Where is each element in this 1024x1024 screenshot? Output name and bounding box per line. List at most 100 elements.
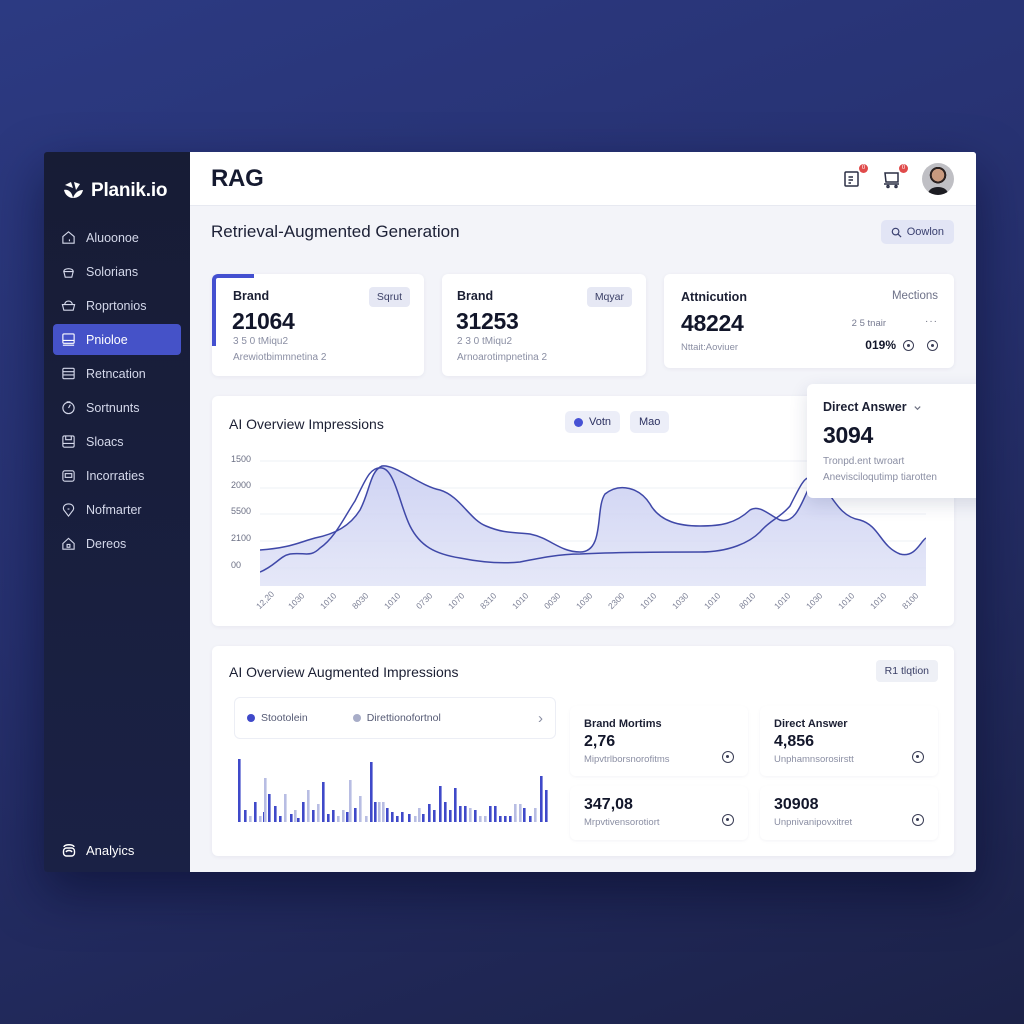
- notifications-button[interactable]: 0: [842, 163, 868, 189]
- info-circle-icon[interactable]: [722, 814, 734, 826]
- analytics-label: Analyics: [86, 842, 135, 858]
- legend-dot-icon: [247, 714, 255, 722]
- sidebar-item-label: Solorians: [86, 264, 139, 279]
- attribution-pct-value: 019%: [865, 338, 896, 352]
- mini-card-sub: Mrpvtivensorotiort: [584, 817, 660, 828]
- x-tick: 0030: [542, 590, 563, 612]
- x-tick: 1030: [286, 590, 307, 612]
- sidebar-item-label: Retncation: [86, 366, 146, 381]
- search-button[interactable]: Oowlon: [880, 220, 954, 244]
- x-tick: 1010: [702, 590, 723, 612]
- x-tick: 1010: [318, 590, 339, 612]
- stat-value: 31253: [456, 308, 519, 334]
- line-chart-title: AI Overview Impressions: [229, 416, 384, 432]
- y-tick: 2000: [231, 480, 252, 490]
- x-tick: 1010: [836, 590, 857, 612]
- chevron-right-icon[interactable]: ›: [538, 709, 543, 727]
- notification-badge: 0: [859, 163, 868, 173]
- mini-card-value: 30908: [774, 796, 819, 813]
- attribution-label: Attnicution: [681, 290, 747, 304]
- area-chart-plot: [260, 460, 926, 586]
- info-circle-icon[interactable]: [903, 339, 914, 351]
- user-avatar[interactable]: [922, 162, 954, 195]
- legend-item-1[interactable]: Stootolein: [247, 712, 308, 724]
- document-icon: [844, 170, 859, 187]
- legend-label: Stootolein: [261, 712, 308, 724]
- legend-dot-icon: [574, 417, 583, 427]
- legend-label: Mao: [639, 416, 661, 428]
- sidebar-item-2[interactable]: Solorians: [53, 256, 181, 287]
- sidebar-item-9[interactable]: Nofmarter: [53, 494, 181, 525]
- attribution-more[interactable]: ···: [925, 316, 938, 327]
- sidebar-item-8[interactable]: Incorraties: [53, 460, 181, 491]
- attribution-sub: Nttait:Aoviuer: [681, 342, 739, 353]
- x-tick: 8310: [478, 590, 499, 612]
- legend-item-2[interactable]: Direttionofortnol: [352, 712, 441, 724]
- main-content: RAG 0 0 Retrieval-Augmented Generation O…: [190, 152, 976, 872]
- stat-label: Brand: [457, 289, 494, 303]
- bar-chart-plot: [238, 759, 548, 822]
- sidebar-item-label: Aluoonoe: [86, 230, 139, 245]
- x-tick: 0730: [414, 590, 435, 612]
- legend-dot-icon: [352, 714, 361, 722]
- legend-label: Votn: [589, 416, 612, 428]
- y-tick: 2100: [231, 533, 252, 543]
- search-icon: [891, 227, 902, 238]
- bar-legend: Stootolein Direttionofortnol ›: [234, 697, 556, 739]
- stat-pill[interactable]: Mqyar: [586, 287, 632, 307]
- info-circle-icon[interactable]: [912, 751, 924, 763]
- sidebar-item-label: Roprtonios: [86, 298, 147, 313]
- logo-text: Planik.io: [91, 180, 168, 201]
- stat-sub-2: Arewiotbimmnetina 2: [233, 352, 327, 363]
- basket-icon: [61, 300, 76, 311]
- sidebar-item-1[interactable]: Aluoonoe: [53, 222, 181, 253]
- mini-card-brand-mentions: Brand Mortims 2,76 Mipvtrlborsnorofitms: [570, 706, 748, 776]
- chevron-down-icon: [913, 405, 921, 410]
- logo[interactable]: Planik.io: [44, 152, 190, 212]
- legend-chip-mao[interactable]: Mao: [630, 411, 670, 433]
- sidebar-footer-analytics[interactable]: Analyics: [61, 842, 134, 858]
- sidebar-item-label: Sortnunts: [86, 400, 140, 415]
- attribution-row: 2 5 tnair: [851, 318, 886, 329]
- info-circle-icon[interactable]: [722, 751, 734, 763]
- x-tick: 1010: [510, 590, 531, 612]
- direct-answer-title: Direct Answer: [823, 400, 907, 414]
- save-icon: [62, 435, 75, 448]
- info-circle-icon[interactable]: [927, 339, 938, 351]
- direct-answer-label[interactable]: Direct Answer: [823, 400, 922, 414]
- stat-card-brand-2: Brand Mqyar 31253 2 3 0 tMiqu2 Arnoaroti…: [442, 274, 646, 376]
- subheader: Retrieval-Augmented Generation Oowlon: [190, 206, 976, 244]
- sidebar-item-4[interactable]: Pnioloe: [53, 324, 181, 355]
- cart-button[interactable]: 0: [882, 163, 908, 189]
- sidebar-item-3[interactable]: Roprtonios: [53, 290, 181, 321]
- x-tick: 1030: [804, 590, 825, 612]
- section-title: Retrieval-Augmented Generation: [211, 222, 460, 241]
- sidebar-item-7[interactable]: Sloacs: [53, 426, 181, 457]
- gauge-icon: [62, 401, 75, 415]
- x-tick: 1010: [772, 590, 793, 612]
- stat-pill[interactable]: Sqrut: [368, 287, 410, 307]
- home-icon: [62, 231, 75, 244]
- y-tick: 00: [231, 560, 242, 570]
- logo-leaf-icon: [64, 182, 83, 198]
- page-title: RAG: [211, 164, 264, 192]
- stat-sub-1: 3 5 0 tMiqu2: [233, 336, 289, 347]
- bar-panel-card: AI Overview Augmented Impressions R1 tlq…: [212, 646, 954, 856]
- y-tick: 5500: [231, 506, 252, 516]
- x-tick: 1010: [638, 590, 659, 612]
- card-accent-bar: [212, 274, 254, 346]
- monitor-icon: [62, 333, 75, 346]
- house-icon: [62, 537, 75, 550]
- sidebar-item-5[interactable]: Retncation: [53, 358, 181, 389]
- legend-chip-votn[interactable]: Votn: [565, 411, 621, 433]
- sidebar-item-10[interactable]: Dereos: [53, 528, 181, 559]
- direct-answer-sub-1: Tronpd.ent twroart: [823, 456, 905, 467]
- info-circle-icon[interactable]: [912, 814, 924, 826]
- bar-panel-action-button[interactable]: R1 tlqtion: [875, 660, 938, 682]
- x-tick: 1010: [868, 590, 889, 612]
- direct-answer-card: Direct Answer Mecttions 3094 Tronpd.ent …: [807, 384, 976, 498]
- mini-card-4: 30908 Unpnivanipovxitret: [760, 786, 938, 840]
- mini-card-label: Direct Answer: [774, 718, 848, 730]
- mini-card-value: 347,08: [584, 796, 633, 813]
- sidebar-item-6[interactable]: Sortnunts: [53, 392, 181, 423]
